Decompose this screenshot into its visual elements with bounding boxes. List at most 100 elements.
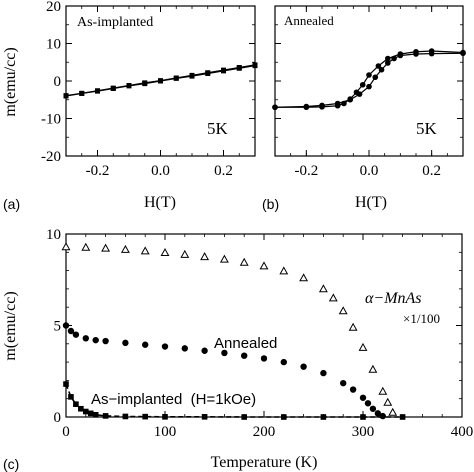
y-tick-label: -20 bbox=[41, 149, 61, 165]
panel-a-plot bbox=[63, 62, 258, 99]
data-point bbox=[122, 339, 129, 347]
data-point bbox=[92, 336, 99, 344]
panel-b-tag: (b) bbox=[262, 196, 279, 212]
data-point bbox=[72, 331, 80, 338]
data-point bbox=[366, 83, 372, 90]
panel-c-ticks: 0 100 200 300 400 0 5 10 bbox=[46, 227, 473, 440]
data-point bbox=[162, 414, 168, 420]
data-point bbox=[241, 352, 248, 359]
panel-a-annot-name: As-implanted bbox=[77, 15, 153, 30]
data-point bbox=[158, 78, 163, 84]
data-point bbox=[460, 49, 466, 56]
data-point bbox=[221, 349, 228, 357]
y-tick-label: -10 bbox=[41, 112, 61, 128]
x-tick-label: 400 bbox=[451, 424, 474, 440]
data-point bbox=[348, 322, 358, 331]
x-tick-label: 100 bbox=[154, 424, 177, 440]
data-point bbox=[279, 266, 289, 275]
data-point bbox=[239, 257, 249, 266]
data-point bbox=[62, 322, 70, 329]
panel-a-ticks: -0.2 0.0 0.2 -20 -10 0 10 20 bbox=[41, 0, 256, 179]
y-tick-label: 0 bbox=[54, 74, 62, 90]
data-point bbox=[366, 72, 372, 78]
data-point bbox=[79, 90, 85, 96]
data-point bbox=[180, 249, 190, 258]
data-point bbox=[122, 413, 129, 420]
data-point bbox=[260, 355, 268, 362]
panel-b-annot-name: Annealed bbox=[284, 13, 334, 28]
data-point bbox=[101, 243, 111, 252]
data-point bbox=[328, 293, 338, 302]
data-point bbox=[397, 51, 404, 57]
x-tick-label: 200 bbox=[253, 424, 276, 440]
data-point bbox=[385, 60, 391, 66]
data-point bbox=[102, 413, 109, 419]
x-tick-label: 0.0 bbox=[151, 163, 170, 179]
data-point bbox=[349, 386, 357, 393]
data-point bbox=[95, 88, 100, 94]
data-point bbox=[200, 252, 210, 261]
data-point bbox=[364, 400, 372, 407]
data-point bbox=[142, 413, 148, 420]
data-point bbox=[67, 327, 75, 335]
data-point bbox=[388, 407, 398, 416]
data-point bbox=[68, 394, 74, 400]
data-point bbox=[359, 394, 367, 401]
panel-c: 0 100 200 300 400 0 5 10 α−MnAs ×1/100 Annealed… bbox=[2, 227, 473, 472]
panel-a-annot-temp: 5K bbox=[207, 119, 229, 138]
data-point bbox=[140, 246, 150, 255]
data-point bbox=[189, 72, 195, 78]
data-point bbox=[372, 74, 379, 81]
panel-b-annot-temp: 5K bbox=[416, 119, 438, 138]
data-point bbox=[338, 306, 348, 315]
data-point bbox=[378, 66, 385, 73]
data-point bbox=[173, 75, 179, 81]
data-point bbox=[87, 410, 94, 417]
data-point bbox=[359, 81, 366, 88]
data-point bbox=[375, 63, 382, 69]
data-point bbox=[201, 347, 208, 354]
data-point bbox=[142, 341, 149, 348]
panel-c-plot bbox=[61, 242, 406, 420]
y-tick-label: 5 bbox=[54, 319, 62, 335]
x-tick-label: 0.2 bbox=[214, 163, 233, 179]
panel-c-annot-mnas: α−MnAs bbox=[365, 290, 422, 307]
data-point bbox=[281, 414, 287, 420]
data-point bbox=[413, 48, 419, 55]
data-point bbox=[142, 80, 148, 86]
data-point bbox=[299, 273, 309, 282]
data-point bbox=[360, 414, 366, 420]
data-point bbox=[236, 65, 242, 70]
panel-c-tag: (c) bbox=[3, 456, 19, 472]
data-point bbox=[320, 369, 327, 377]
data-point bbox=[358, 342, 368, 351]
y-tick-label: 10 bbox=[46, 37, 61, 53]
data-point bbox=[102, 337, 109, 345]
data-point bbox=[368, 364, 378, 373]
data-point bbox=[81, 242, 91, 251]
y-tick-label: 10 bbox=[46, 227, 61, 243]
data-point bbox=[259, 261, 269, 270]
data-point bbox=[272, 104, 278, 111]
data-point bbox=[379, 412, 386, 420]
data-point bbox=[205, 70, 211, 76]
data-point bbox=[221, 67, 226, 73]
data-point bbox=[320, 414, 327, 420]
x-tick-label: 0.2 bbox=[422, 163, 441, 179]
x-tick-label: 0.0 bbox=[360, 163, 379, 179]
panel-a-xlabel: H(T) bbox=[144, 194, 176, 211]
data-point bbox=[82, 335, 90, 342]
data-point bbox=[83, 408, 89, 415]
panel-c-ylabel: m(emu/cc) bbox=[2, 291, 19, 360]
data-point bbox=[280, 358, 287, 366]
data-point bbox=[126, 83, 132, 88]
data-point bbox=[319, 104, 325, 110]
data-point bbox=[385, 55, 391, 62]
data-point bbox=[383, 397, 393, 406]
y-tick-label: 20 bbox=[46, 0, 61, 15]
panel-c-xlabel: Temperature (K) bbox=[211, 454, 318, 471]
data-point bbox=[120, 244, 130, 253]
data-point bbox=[353, 89, 360, 96]
data-point bbox=[63, 381, 69, 387]
